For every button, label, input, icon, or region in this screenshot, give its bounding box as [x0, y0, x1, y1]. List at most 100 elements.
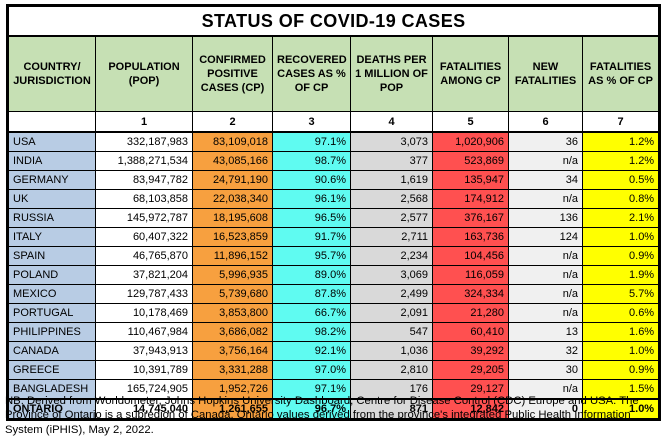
value-cell: n/a	[508, 303, 583, 323]
value-cell: 24,791,190	[192, 170, 273, 190]
value-cell: 523,869	[432, 151, 509, 171]
value-cell: 91.7%	[272, 227, 351, 247]
value-cell: 5,739,680	[192, 284, 273, 304]
table-title: STATUS OF COVID-19 CASES	[6, 5, 661, 37]
table-row: RUSSIA 145,972,787 18,195,608 96.5% 2,577 376…	[7, 208, 661, 228]
value-cell: 14,745,040	[95, 398, 193, 420]
column-header: CONFIRMED POSITIVE CASES (CP)	[192, 35, 273, 112]
value-cell: 2,091	[350, 303, 433, 323]
column-number: 7	[581, 111, 661, 133]
value-cell: 96.7%	[272, 398, 351, 420]
country-cell: ONTARIO	[7, 398, 96, 420]
column-number: 3	[272, 111, 351, 133]
value-cell: 5,996,935	[192, 265, 273, 285]
value-cell: 11,896,152	[192, 246, 273, 266]
value-cell: 116,059	[432, 265, 509, 285]
value-cell: 2.1%	[581, 208, 661, 228]
value-cell: 36	[508, 131, 583, 152]
column-header: POPULATION (POP)	[95, 35, 193, 112]
column-number: 2	[192, 111, 273, 133]
value-cell: 21,280	[432, 303, 509, 323]
value-cell: 0	[508, 398, 583, 420]
value-cell: 90.6%	[272, 170, 351, 190]
value-cell: 60,410	[432, 322, 509, 342]
value-cell: 97.0%	[272, 360, 351, 380]
value-cell: 145,972,787	[95, 208, 193, 228]
column-header: NEW FATALITIES	[508, 35, 583, 112]
country-cell: UK	[7, 189, 96, 209]
value-cell: 5.7%	[581, 284, 661, 304]
value-cell: 3,331,288	[192, 360, 273, 380]
column-header: FATALITIES AS % OF CP	[581, 35, 661, 112]
value-cell: 0.9%	[581, 360, 661, 380]
table-row: GERMANY 83,947,782 24,791,190 90.6% 1,619 135…	[7, 170, 661, 190]
value-cell: 12,842	[432, 398, 509, 420]
value-cell: 3,756,164	[192, 341, 273, 361]
value-cell: 2,577	[350, 208, 433, 228]
column-number	[7, 111, 96, 133]
country-cell: SPAIN	[7, 246, 96, 266]
value-cell: 165,724,905	[95, 379, 193, 400]
value-cell: 92.1%	[272, 341, 351, 361]
value-cell: 34	[508, 170, 583, 190]
value-cell: 1.0%	[581, 398, 661, 420]
value-cell: 10,391,789	[95, 360, 193, 380]
value-cell: 0.9%	[581, 246, 661, 266]
value-cell: 547	[350, 322, 433, 342]
value-cell: 1.0%	[581, 341, 661, 361]
value-cell: 1,388,271,534	[95, 151, 193, 171]
value-cell: 1,036	[350, 341, 433, 361]
value-cell: 2,234	[350, 246, 433, 266]
value-cell: 43,085,166	[192, 151, 273, 171]
total-row-ontario: ONTARIO 14,745,040 1,261,655 96.7% 871 12,842…	[7, 398, 661, 420]
value-cell: 1,619	[350, 170, 433, 190]
table-row: CANADA 37,943,913 3,756,164 92.1% 1,036 39,29…	[7, 341, 661, 361]
value-cell: 89.0%	[272, 265, 351, 285]
covid-status-table: STATUS OF COVID-19 CASES COUNTRY/ JURISD…	[6, 4, 662, 421]
value-cell: 37,943,913	[95, 341, 193, 361]
value-cell: 3,069	[350, 265, 433, 285]
value-cell: 29,127	[432, 379, 509, 400]
country-cell: BANGLADESH	[7, 379, 96, 400]
value-cell: 174,912	[432, 189, 509, 209]
value-cell: 377	[350, 151, 433, 171]
value-cell: 332,187,983	[95, 131, 193, 152]
table-row: UK 68,103,858 22,038,340 96.1% 2,568 174,912 n…	[7, 189, 661, 209]
value-cell: 0.6%	[581, 303, 661, 323]
country-cell: PHILIPPINES	[7, 322, 96, 342]
value-cell: 83,947,782	[95, 170, 193, 190]
value-cell: 97.1%	[272, 131, 351, 152]
value-cell: 16,523,859	[192, 227, 273, 247]
value-cell: 37,821,204	[95, 265, 193, 285]
value-cell: 96.5%	[272, 208, 351, 228]
value-cell: 29,205	[432, 360, 509, 380]
value-cell: n/a	[508, 151, 583, 171]
country-cell: USA	[7, 131, 96, 152]
column-number: 6	[508, 111, 583, 133]
value-cell: 10,178,469	[95, 303, 193, 323]
column-header: COUNTRY/ JURISDICTION	[7, 35, 96, 112]
value-cell: 98.7%	[272, 151, 351, 171]
value-cell: 2,499	[350, 284, 433, 304]
value-cell: 376,167	[432, 208, 509, 228]
value-cell: 129,787,433	[95, 284, 193, 304]
table-row: INDIA 1,388,271,534 43,085,166 98.7% 377 523,…	[7, 151, 661, 171]
value-cell: 22,038,340	[192, 189, 273, 209]
value-cell: 2,711	[350, 227, 433, 247]
value-cell: 1.2%	[581, 131, 661, 152]
value-cell: 3,073	[350, 131, 433, 152]
column-header-row: COUNTRY/ JURISDICTION POPULATION (POP) CON…	[7, 35, 661, 112]
country-cell: CANADA	[7, 341, 96, 361]
table-row: BANGLADESH 165,724,905 1,952,726 97.1% 176 29…	[7, 379, 661, 400]
value-cell: 98.2%	[272, 322, 351, 342]
value-cell: 83,109,018	[192, 131, 273, 152]
table-row: MEXICO 129,787,433 5,739,680 87.8% 2,499 324,…	[7, 284, 661, 304]
value-cell: 13	[508, 322, 583, 342]
value-cell: 163,736	[432, 227, 509, 247]
value-cell: 110,467,984	[95, 322, 193, 342]
covid-status-table-wrap: STATUS OF COVID-19 CASES COUNTRY/ JURISD…	[6, 4, 662, 421]
value-cell: 68,103,858	[95, 189, 193, 209]
value-cell: 96.1%	[272, 189, 351, 209]
value-cell: 176	[350, 379, 433, 400]
value-cell: 1,020,906	[432, 131, 509, 152]
